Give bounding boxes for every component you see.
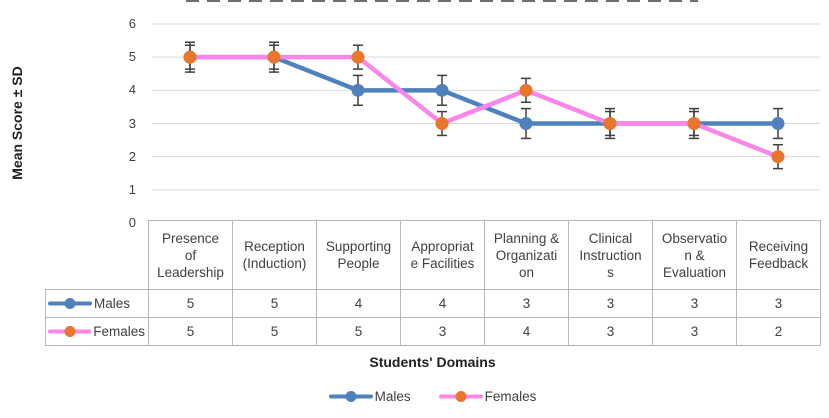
data-point-females [267, 50, 281, 64]
data-point-females [435, 117, 449, 130]
x-axis-title: Students' Domains [369, 354, 496, 370]
table-value-cell: 4 [400, 289, 485, 318]
data-point-females [519, 83, 533, 97]
legend-label: Females [484, 389, 537, 404]
table-value-cell: 5 [232, 289, 317, 318]
table-header-cell: Receiving Feedback [736, 220, 821, 290]
series-key-cell: Males [45, 289, 149, 318]
legend-item-females: Females [438, 389, 537, 404]
table-value-cell: 3 [652, 317, 737, 346]
y-tick-label: 5 [128, 49, 136, 65]
table-value-cell: 2 [736, 317, 821, 346]
table-row-females: Females 5 5 5 3 4 3 3 2 [45, 317, 821, 346]
table-header-cell: Appropriat e Facilities [400, 220, 485, 290]
table-header-cell: Observatio n & Evaluation [652, 220, 737, 290]
y-tick-label: 4 [128, 82, 136, 98]
legend-key-females [438, 391, 483, 402]
table-value-cell: 5 [232, 317, 317, 346]
table-header-cell: Presence of Leadership [148, 220, 233, 290]
y-tick-label: 1 [128, 181, 136, 197]
table-value-cell: 3 [484, 289, 569, 318]
data-point-males [435, 83, 449, 97]
y-axis-title: Mean Score ± SD [9, 66, 25, 180]
data-point-females [183, 50, 197, 64]
table-header-cell: Clinical Instruction s [568, 220, 653, 290]
table-value-cell: 5 [316, 317, 401, 346]
table-value-cell: 3 [568, 289, 653, 318]
data-point-females [603, 117, 617, 130]
data-point-females [687, 117, 701, 130]
data-point-males [351, 83, 365, 97]
legend-key-males [328, 391, 373, 402]
table-value-cell: 5 [148, 289, 233, 318]
chart-legend: Males Females [45, 389, 820, 404]
data-point-males [771, 117, 785, 130]
data-point-females [771, 150, 785, 164]
y-tick-label: 2 [128, 148, 136, 164]
table-value-cell: 5 [148, 317, 233, 346]
series-line-females [187, 54, 781, 159]
data-table: Presence of Leadership Reception (Inducti… [45, 220, 821, 346]
table-value-cell: 3 [400, 317, 485, 346]
table-value-cell: 4 [484, 317, 569, 346]
legend-item-males: Males [328, 389, 411, 404]
data-point-males [519, 117, 533, 130]
data-point-females [351, 50, 365, 64]
table-value-cell: 3 [568, 317, 653, 346]
table-value-cell: 4 [316, 289, 401, 318]
legend-label: Males [374, 389, 411, 404]
table-header-cell: Supporting People [316, 220, 401, 290]
y-tick-label: 0 [128, 215, 136, 230]
series-label: Males [94, 296, 131, 311]
plot-area [152, 23, 820, 191]
table-header-cell: Planning & Organizati on [484, 220, 569, 290]
clipped-chart-title [186, 0, 698, 2]
table-value-cell: 3 [736, 289, 821, 318]
y-tick-label: 3 [128, 115, 136, 131]
legend-key-males [48, 298, 92, 309]
y-tick-label: 6 [128, 16, 136, 31]
table-corner-cell [46, 221, 149, 290]
series-label: Females [93, 324, 145, 339]
table-header-cell: Reception (Induction) [232, 220, 317, 290]
table-row-males: Males 5 5 4 4 3 3 3 3 [45, 289, 821, 318]
table-value-cell: 3 [652, 289, 737, 318]
series-key-cell: Females [45, 317, 149, 346]
legend-key-females [48, 326, 92, 337]
